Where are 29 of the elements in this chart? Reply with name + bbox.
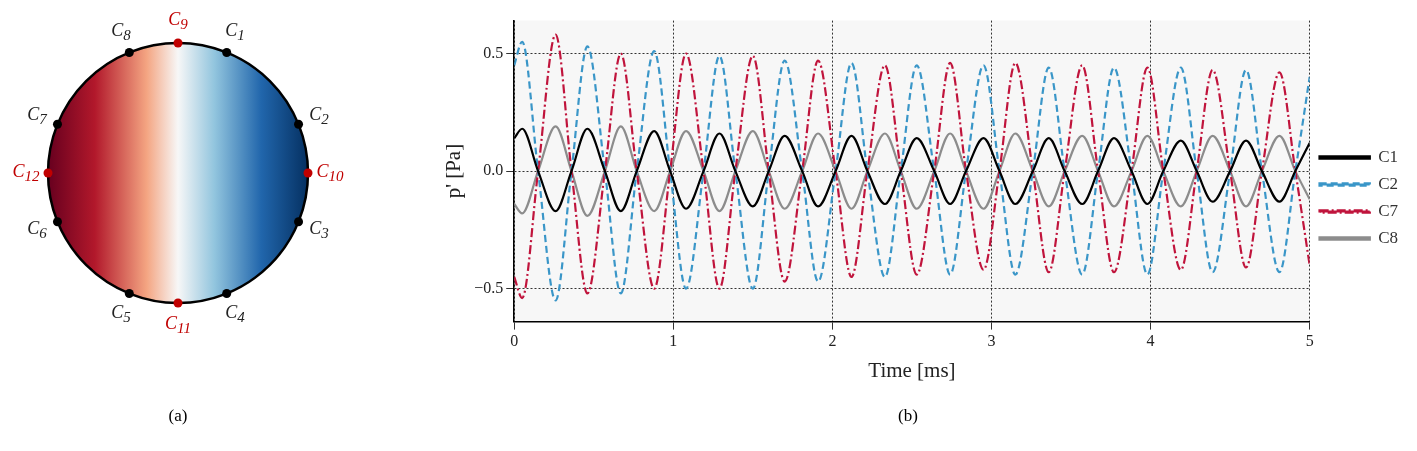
text: C$_{8}$ (111, 19, 131, 45)
x-tick-label: 1 (669, 332, 678, 350)
x-tick-label: 2 (828, 332, 837, 350)
text: C$_{11}$ (165, 312, 191, 338)
x-axis-title: Time [ms] (868, 357, 956, 382)
legend-label: C7 (1378, 200, 1399, 220)
text: (b) (898, 406, 918, 426)
y-tick-label: −0.5 (474, 278, 504, 296)
legend-label: C1 (1378, 146, 1398, 166)
text: C$_{3}$ (309, 217, 329, 243)
text: (a) (168, 406, 188, 426)
text: C$_{12}$ (12, 160, 40, 186)
text: C$_{2}$ (309, 103, 329, 129)
legend-label: C2 (1378, 173, 1398, 193)
text: C$_{7}$ (27, 103, 47, 129)
y-tick-label: 0.0 (483, 161, 504, 179)
x-tick-label: 0 (510, 332, 519, 350)
legend-label: C8 (1378, 227, 1398, 247)
y-axis-title: p' [Pa] (441, 143, 466, 199)
text: C$_{4}$ (225, 301, 245, 327)
x-tick-label: 4 (1146, 332, 1155, 350)
x-tick-label: 3 (987, 332, 996, 350)
text: C$_{5}$ (111, 301, 131, 327)
y-tick-label: 0.5 (483, 43, 504, 61)
x-tick-label: 5 (1305, 332, 1314, 350)
text: C$_{10}$ (316, 160, 344, 186)
text: C$_{9}$ (168, 8, 188, 34)
text: C$_{1}$ (225, 19, 245, 45)
text: C$_{6}$ (27, 217, 47, 243)
